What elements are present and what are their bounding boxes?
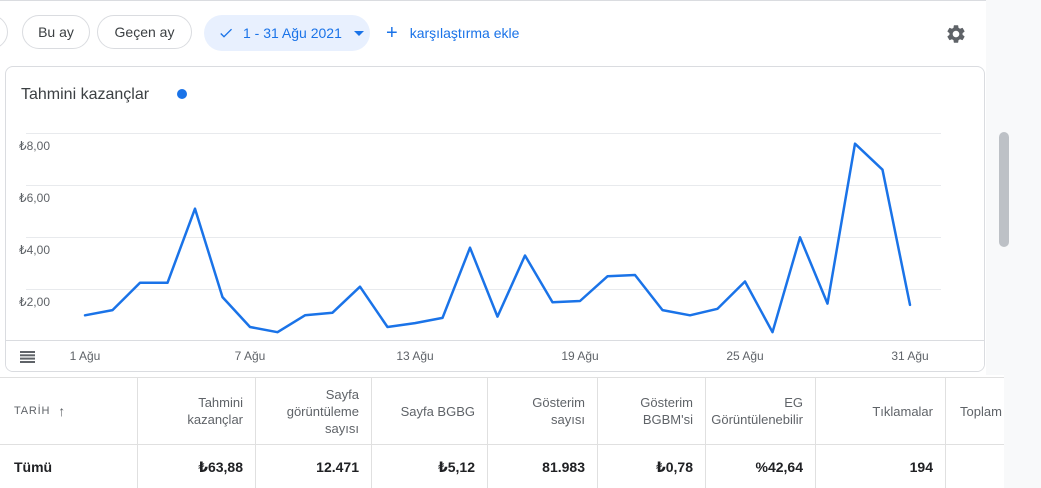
- date-toolbar: Bu ay Geçen ay 1 - 31 Ağu 2021 + karşıla…: [0, 0, 986, 63]
- column-header-date[interactable]: TARİH ↑: [0, 378, 138, 444]
- column-header-page-rpm[interactable]: Sayfa BGBG: [372, 378, 488, 444]
- column-header-estimated-earnings[interactable]: Tahmini kazançlar: [138, 378, 256, 444]
- x-axis: 1 Ağu 7 Ağu 13 Ağu 19 Ağu 25 Ağu 31 Ağu: [6, 340, 984, 371]
- x-axis-tick: 1 Ağu: [69, 349, 101, 363]
- y-axis-tick: ₺8,00: [19, 139, 50, 153]
- column-header-impressions[interactable]: Gösterim sayısı: [488, 378, 598, 444]
- total-active-view-viewable: %42,64: [706, 445, 816, 488]
- gear-icon[interactable]: [945, 23, 967, 45]
- total-estimated-earnings: ₺63,88: [138, 445, 256, 488]
- total-impression-rpm: ₺0,78: [598, 445, 706, 488]
- column-header-clicks[interactable]: Tıklamalar: [816, 378, 946, 444]
- plus-icon: +: [386, 21, 398, 44]
- total-total: [946, 445, 1004, 488]
- total-page-views: 12.471: [256, 445, 372, 488]
- previous-range-button-partial[interactable]: [0, 15, 8, 49]
- column-header-total[interactable]: Toplam: [960, 403, 1002, 419]
- x-axis-tick: 13 Ağu: [396, 349, 434, 363]
- chart-title: Tahmini kazançlar: [21, 86, 150, 103]
- column-header-active-view-viewable[interactable]: EG Görüntülenebilir: [706, 378, 816, 444]
- total-clicks: 194: [816, 445, 946, 488]
- earnings-line-chart: [83, 142, 912, 334]
- table-total-row: Tümü ₺63,88 12.471 ₺5,12 81.983 ₺0,78 %4…: [0, 445, 1004, 488]
- date-range-label: 1 - 31 Ağu 2021: [243, 25, 342, 41]
- earnings-chart-card: Tahmini kazançlar ₺8,00 ₺6,00 ₺4,00 ₺2,0…: [5, 66, 985, 372]
- legend-dot-icon: [177, 89, 187, 99]
- y-axis-tick: ₺2,00: [19, 295, 50, 309]
- table-toggle-icon[interactable]: [20, 350, 35, 363]
- x-axis-tick: 25 Ağu: [726, 349, 764, 363]
- gridline-2: [26, 289, 941, 290]
- date-range-chip[interactable]: 1 - 31 Ağu 2021: [204, 15, 370, 51]
- y-axis-tick: ₺4,00: [19, 243, 50, 257]
- column-header-label: TARİH: [14, 404, 51, 417]
- vertical-scrollbar-thumb[interactable]: [999, 132, 1009, 247]
- x-axis-tick: 7 Ağu: [234, 349, 266, 363]
- total-impressions: 81.983: [488, 445, 598, 488]
- page-side-gutter: [986, 0, 1041, 375]
- chevron-down-icon: [353, 30, 364, 36]
- x-axis-tick: 31 Ağu: [891, 349, 929, 363]
- report-table: TARİH ↑ Tahmini kazançlar Sayfa görüntül…: [0, 377, 1004, 488]
- gridline-8: [26, 133, 941, 134]
- gridline-4: [26, 237, 941, 238]
- y-axis-tick: ₺6,00: [19, 191, 50, 205]
- check-icon: [218, 25, 234, 41]
- add-comparison-button[interactable]: + karşılaştırma ekle: [386, 15, 519, 51]
- sort-ascending-icon: ↑: [58, 402, 66, 419]
- column-header-impression-rpm[interactable]: Gösterim BGBM'si: [598, 378, 706, 444]
- last-month-button[interactable]: Geçen ay: [97, 15, 192, 49]
- total-page-rpm: ₺5,12: [372, 445, 488, 488]
- table-header-row: TARİH ↑ Tahmini kazançlar Sayfa görüntül…: [0, 378, 1004, 445]
- this-month-button[interactable]: Bu ay: [22, 15, 90, 49]
- column-header-page-views[interactable]: Sayfa görüntüleme sayısı: [256, 378, 372, 444]
- gridline-6: [26, 185, 941, 186]
- x-axis-tick: 19 Ağu: [561, 349, 599, 363]
- page-side-gutter: [1004, 375, 1041, 488]
- total-row-label: Tümü: [0, 445, 138, 488]
- add-comparison-label: karşılaştırma ekle: [409, 25, 520, 41]
